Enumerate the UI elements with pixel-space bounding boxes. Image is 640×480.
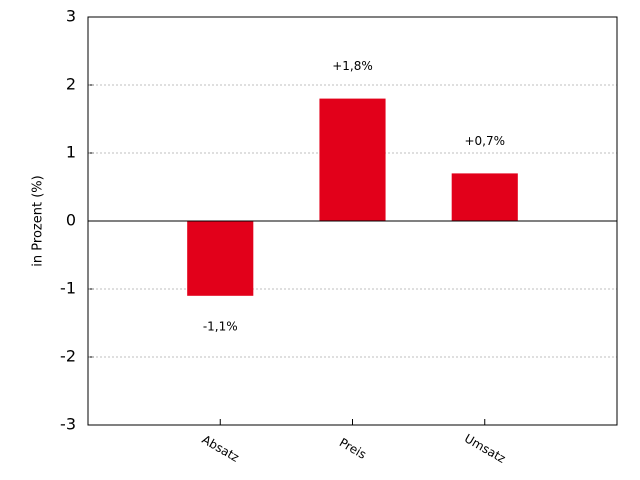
x-tick-label: Absatz — [199, 432, 241, 464]
value-label: +1,8% — [332, 59, 373, 73]
y-tick-label: -3 — [60, 415, 76, 434]
plot-frame — [87, 16, 618, 426]
y-axis-label: in Prozent (%) — [31, 175, 46, 266]
value-label: +0,7% — [464, 134, 505, 148]
x-tick-label: Umsatz — [462, 431, 508, 466]
y-tick-label: -1 — [60, 279, 76, 298]
bar — [319, 98, 386, 221]
y-tick-label: 0 — [66, 211, 76, 230]
y-tick-label: 1 — [66, 143, 76, 162]
x-tick-label: Preis — [337, 435, 369, 461]
bar — [451, 173, 518, 221]
bar — [187, 221, 254, 296]
y-tick-label: 2 — [66, 75, 76, 94]
value-label: -1,1% — [203, 319, 238, 333]
y-tick-label: -2 — [60, 347, 76, 366]
y-tick-label: 3 — [66, 7, 76, 26]
